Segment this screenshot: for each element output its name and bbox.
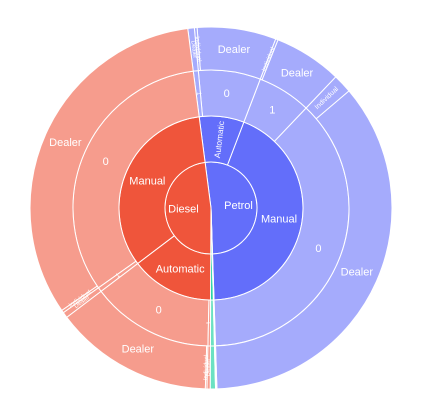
sunburst-label-0-0-1: 1 (269, 105, 275, 117)
sunburst-label-1-0: Manual (129, 175, 165, 187)
sunburst-label-0-1-0-0: Dealer (218, 44, 251, 56)
sunburst-label-1-1-1-0: Dealer (206, 359, 212, 377)
sunburst-label-1-0-0-0: Dealer (49, 137, 82, 149)
sunburst-segments (30, 27, 392, 389)
sunburst-label-1-1: Automatic (156, 264, 205, 276)
sunburst-label-1: Diesel (168, 204, 199, 216)
sunburst-label-0-0-1-0: Dealer (281, 68, 314, 80)
sunburst-label-0-0-0-0: Dealer (341, 267, 374, 279)
sunburst-label-0-0-0: 0 (315, 243, 321, 255)
sunburst-label-0-1-0: 0 (224, 88, 230, 100)
sunburst-label-0-0: Manual (261, 213, 297, 225)
sunburst-label-1-1-0: 0 (156, 304, 162, 316)
sunburst-label-0: Petrol (224, 200, 253, 212)
sunburst-label-1-1-0-0: Dealer (122, 344, 155, 356)
sunburst-label-1-0-0: 0 (103, 156, 109, 168)
